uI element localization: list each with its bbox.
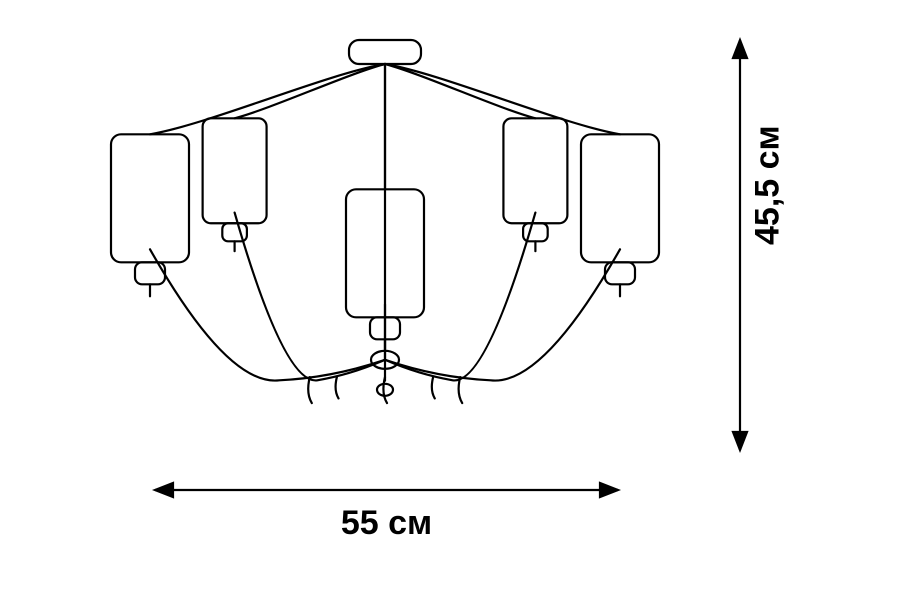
height-dimension-label: 45,5 см [749, 125, 788, 245]
chandelier-drawing [0, 0, 900, 600]
width-dimension-label: 55 см [341, 504, 432, 543]
diagram-canvas: 55 см 45,5 см [0, 0, 900, 600]
